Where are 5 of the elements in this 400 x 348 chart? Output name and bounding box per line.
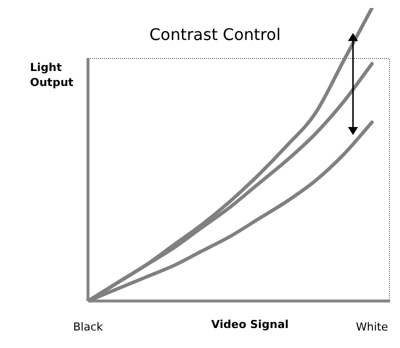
x-tick-label: White	[356, 320, 388, 334]
x-axis-title: Video Signal	[211, 318, 289, 331]
text: Contrast Control	[149, 25, 281, 44]
x-tick-label: Black	[73, 320, 104, 334]
y-axis-title: Light Output	[30, 60, 74, 90]
